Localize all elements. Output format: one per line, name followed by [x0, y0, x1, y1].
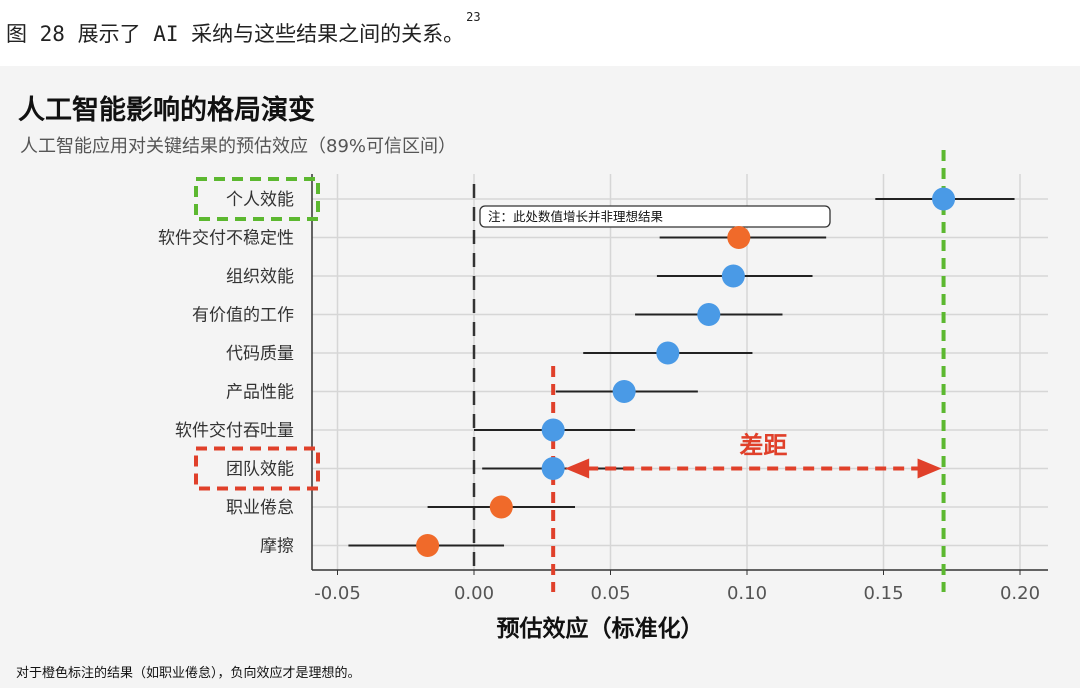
- gap-arrow-head-right: [917, 458, 942, 479]
- x-tick-label: 0.00: [454, 583, 494, 604]
- note-text: 注：此处数值增长并非理想结果: [488, 209, 664, 224]
- x-tick-label: 0.10: [727, 583, 767, 604]
- estimate-point: [721, 264, 745, 288]
- gap-arrow-head-left: [565, 458, 590, 479]
- chart-panel: 人工智能影响的格局演变 人工智能应用对关键结果的预估效应（89%可信区间） -0…: [0, 66, 1080, 688]
- chart-title: 人工智能影响的格局演变: [18, 95, 315, 126]
- row-label: 软件交付不稳定性: [158, 229, 294, 249]
- estimate-point: [932, 187, 956, 211]
- estimate-point: [697, 303, 721, 326]
- caption-text: 图 28 展示了 AI 采纳与这些结果之间的关系。: [6, 22, 465, 46]
- estimate-point: [612, 380, 636, 403]
- row-label: 软件交付吞吐量: [175, 421, 294, 441]
- row-label: 团队效能: [226, 460, 294, 480]
- x-tick-label: 0.05: [590, 583, 630, 604]
- x-tick-label: 0.15: [863, 583, 903, 604]
- gap-label: 差距: [739, 432, 787, 460]
- estimate-point: [416, 534, 440, 557]
- footnote-reference: 23: [466, 10, 481, 24]
- document-caption: 图 28 展示了 AI 采纳与这些结果之间的关系。23: [0, 0, 1080, 66]
- red-highlight-box: [194, 446, 320, 491]
- row-label: 组织效能: [226, 267, 294, 287]
- row-label: 产品性能: [226, 383, 294, 403]
- row-label: 摩擦: [260, 537, 294, 557]
- estimate-point: [541, 418, 565, 442]
- note-box: [479, 205, 831, 228]
- chart-footnote: 对于橙色标注的结果（如职业倦怠），负向效应才是理想的。: [16, 666, 361, 681]
- row-label: 个人效能: [226, 190, 294, 210]
- estimate-point: [656, 341, 680, 365]
- estimate-point: [541, 457, 565, 480]
- estimate-point: [489, 495, 513, 519]
- row-label: 职业倦怠: [226, 498, 294, 518]
- forest-plot: -0.05 0.00 0.05 0.10 0.15 0.20 预估效应（标准化） 个人效能软件…: [158, 150, 1048, 642]
- estimate-point: [727, 226, 751, 249]
- caption-text-wrap: 图 28 展示了 AI 采纳与这些结果之间的关系。23: [6, 10, 481, 48]
- x-tick-label: -0.05: [314, 583, 361, 604]
- row-label: 代码质量: [226, 344, 294, 364]
- chart-subtitle: 人工智能应用对关键结果的预估效应（89%可信区间）: [20, 136, 457, 157]
- x-axis-label: 预估效应（标准化）: [497, 615, 704, 642]
- row-label: 有价值的工作: [192, 306, 294, 326]
- x-tick-label: 0.20: [1000, 583, 1040, 604]
- green-highlight-box: [194, 177, 320, 221]
